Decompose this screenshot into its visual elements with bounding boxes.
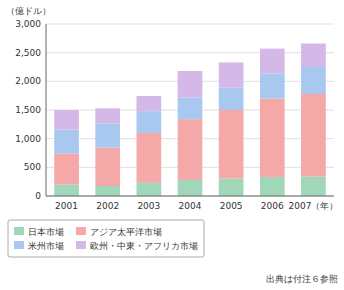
bar-segment: [178, 71, 203, 97]
x-tick-label: 2002: [96, 201, 119, 211]
legend-label: 米州市場: [28, 241, 64, 251]
legend-label: 欧州・中東・アフリカ市場: [90, 241, 198, 251]
bar-segment: [54, 129, 79, 153]
bar-segment: [137, 96, 162, 111]
x-tick-label: 2001: [55, 201, 78, 211]
series: [54, 94, 326, 186]
legend-swatch: [76, 241, 86, 249]
bar-segment: [260, 49, 285, 74]
bar-segment: [95, 123, 120, 147]
legend-swatch: [76, 227, 86, 235]
grid-line: [46, 196, 334, 197]
bar-segment: [95, 108, 120, 123]
bar-segment: [301, 94, 326, 177]
series: [54, 43, 326, 129]
y-tick-label: 3,000: [15, 19, 41, 29]
grid-line: [46, 52, 334, 53]
legend-label: 日本市場: [28, 227, 64, 237]
bar-segment: [95, 148, 120, 186]
y-tick-label: 500: [24, 162, 41, 172]
y-axis-label: （億ドル）: [6, 6, 51, 16]
legend-swatch: [14, 241, 24, 249]
y-tick-label: 2,000: [15, 76, 41, 86]
bar-segment: [301, 67, 326, 94]
grid-line: [46, 24, 334, 25]
x-tick-label: 2003: [137, 201, 160, 211]
bars: [54, 43, 326, 196]
x-tick-label: 2007（年）: [288, 201, 338, 211]
bar-segment: [260, 177, 285, 196]
bar-segment: [260, 73, 285, 98]
y-tick-label: 2,500: [15, 48, 41, 58]
x-tick-label: 2004: [179, 201, 202, 211]
bar-segment: [137, 183, 162, 196]
bar-segment: [219, 62, 244, 87]
bar-segment: [178, 97, 203, 119]
legend: 日本市場 アジア太平洋市場米州市場 欧州・中東・アフリカ市場: [8, 220, 204, 257]
bar-segment: [219, 179, 244, 196]
bar-segment: [137, 133, 162, 183]
bar-segment: [301, 177, 326, 196]
bar-segment: [260, 99, 285, 178]
legend-frame: [8, 220, 204, 257]
x-axis: 2001 2002 2003 2004 2005 2006 2007（年）: [55, 201, 338, 211]
bar-segment: [219, 110, 244, 179]
y-axis: 0 500 1,000 1,500 2,000 2,500 3,000: [15, 19, 41, 201]
series: [54, 67, 326, 154]
bar-segment: [54, 185, 79, 196]
chart: 05001,0001,5002,0002,5003,000（億ドル）200120…: [0, 0, 344, 290]
bar-segment: [137, 111, 162, 133]
bar-segment: [301, 43, 326, 67]
annotation: 出典は付注６参照: [266, 274, 338, 284]
x-axis-line: [46, 196, 334, 197]
bar-segment: [178, 180, 203, 196]
x-tick-label: 2005: [220, 201, 243, 211]
legend-label: アジア太平洋市場: [90, 227, 162, 237]
bar-segment: [54, 154, 79, 185]
bar-segment: [219, 88, 244, 110]
x-tick-label: 2006: [261, 201, 284, 211]
y-tick-label: 0: [35, 191, 41, 201]
y-tick-label: 1,000: [15, 134, 41, 144]
bar-segment: [178, 119, 203, 180]
grid: [46, 24, 334, 196]
y-axis-line: [46, 24, 47, 196]
bar-segment: [54, 110, 79, 129]
bar-segment: [95, 186, 120, 196]
legend-swatch: [14, 227, 24, 235]
y-tick-label: 1,500: [15, 105, 41, 115]
